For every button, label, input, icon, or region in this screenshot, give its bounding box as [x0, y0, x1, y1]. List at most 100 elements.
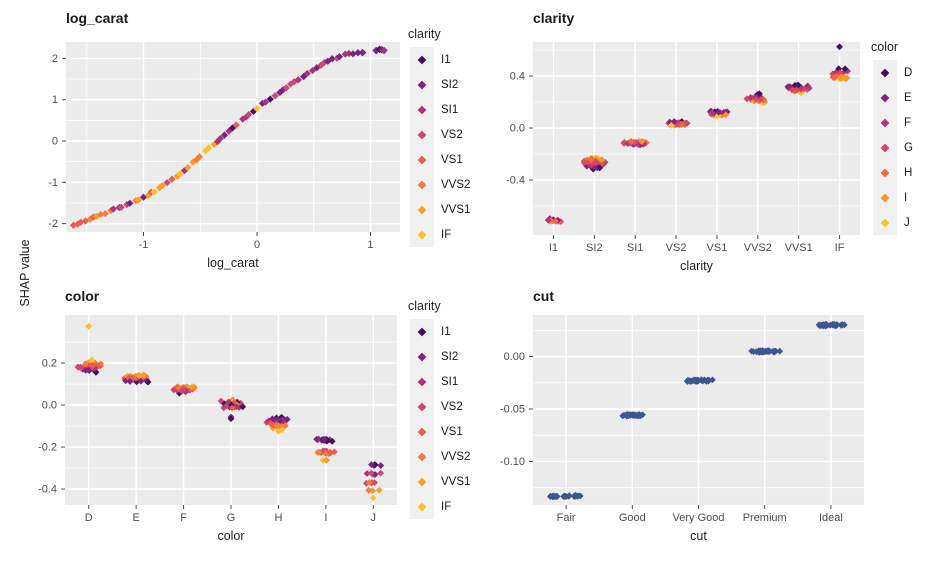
y-tick-label: 0.00	[504, 351, 525, 363]
x-tick-label: -1	[139, 239, 149, 251]
data-point	[759, 348, 767, 356]
data-point	[371, 461, 379, 469]
data-point	[805, 84, 813, 92]
x-tick-label: 0	[254, 239, 260, 251]
y-tick-label: -0.4	[506, 175, 525, 187]
data-point	[85, 322, 93, 330]
data-point	[182, 387, 189, 394]
data-point	[180, 166, 189, 175]
legend-key-diamond-icon	[873, 185, 897, 210]
axes: 0.2 0.0 -0.2 -0.4 D E F G H I J	[38, 358, 376, 524]
data-point	[276, 421, 284, 429]
data-point	[692, 377, 700, 385]
legend-item-vvs1: VVS1	[410, 469, 470, 494]
data-point	[635, 140, 643, 148]
data-point	[220, 131, 229, 139]
x-tick-label: F	[180, 512, 187, 524]
data-point	[365, 486, 373, 494]
legend-item-if: IF	[410, 494, 470, 519]
legend-label: E	[904, 91, 912, 104]
x-axis-title-clarity: clarity	[680, 259, 713, 273]
data-point	[709, 109, 716, 117]
data-point	[84, 359, 92, 367]
data-point	[803, 86, 811, 93]
data-point	[163, 178, 171, 187]
data-point	[714, 112, 722, 119]
legend-key-diamond-icon	[410, 444, 434, 469]
data-point	[673, 120, 681, 128]
legend-label: J	[904, 216, 910, 229]
data-point	[276, 417, 284, 425]
data-point	[832, 322, 840, 330]
x-tick-label: 1	[367, 239, 373, 251]
legend-item-if: IF	[410, 222, 470, 247]
points-layer	[74, 322, 385, 502]
legend-key-diamond-icon	[410, 72, 434, 97]
data-point	[666, 118, 674, 126]
legend-key-diamond-icon	[410, 147, 434, 172]
data-point	[709, 376, 716, 384]
legend-title: clarity	[408, 27, 441, 41]
y-tick-label: 0	[52, 136, 58, 148]
y-tick-label: -0.05	[500, 404, 525, 416]
legend-item-vs2: VS2	[410, 394, 470, 419]
data-point	[176, 170, 184, 178]
legend-title: clarity	[408, 299, 441, 313]
data-point	[668, 121, 675, 129]
data-point	[74, 363, 82, 371]
data-point	[375, 486, 383, 494]
legend-keys: I1 SI2 SI1 VS2 VS1 VVS2 VVS1 IF	[410, 319, 470, 519]
data-point	[109, 205, 117, 213]
x-tick-label: H	[274, 512, 282, 524]
data-point	[715, 108, 723, 116]
legend-label: SI1	[441, 103, 459, 116]
data-point	[283, 415, 291, 423]
data-point	[367, 469, 375, 477]
data-point	[173, 172, 181, 180]
x-tick-label: VVS2	[744, 242, 772, 254]
legend-item-i1: I1	[410, 319, 470, 344]
legend-clarity-bottom: clarity I1 SI2 SI1 VS2 VS1 VVS2 VVS1 IF	[407, 299, 470, 519]
data-point	[345, 49, 353, 58]
legend-key-diamond-icon	[873, 160, 897, 185]
y-tick-label: 0.0	[510, 123, 525, 135]
legend-item-vs1: VS1	[410, 419, 470, 444]
legend-title: color	[871, 40, 899, 54]
x-tick-label: I	[324, 512, 327, 524]
data-point	[837, 73, 845, 81]
axes: 2 1 0 -1 -2 -1 0 1	[48, 53, 373, 251]
data-point	[230, 399, 238, 407]
plot-area-color: 0.2 0.0 -0.2 -0.4 D E F G H I J	[38, 315, 397, 524]
legend-item-h: H	[873, 160, 913, 185]
data-point	[184, 163, 192, 172]
legend-key-diamond-icon	[410, 197, 434, 222]
data-point	[314, 449, 322, 456]
data-point	[620, 411, 628, 419]
data-point	[216, 134, 224, 143]
x-axis-title-log-carat: log_carat	[207, 256, 259, 270]
legend-item-si1: SI1	[410, 369, 470, 394]
points-layer	[69, 45, 388, 229]
gridlines	[533, 42, 860, 235]
data-point	[791, 81, 799, 89]
points-layer	[547, 320, 848, 501]
y-tick-label: -0.2	[38, 442, 57, 454]
data-point	[830, 74, 838, 82]
legend-key-diamond-icon	[410, 469, 434, 494]
y-tick-label: -1	[48, 177, 58, 189]
points-layer	[544, 43, 851, 225]
legend-label: G	[904, 141, 913, 154]
data-point	[245, 110, 253, 119]
data-point	[640, 140, 648, 147]
data-point	[175, 389, 183, 397]
data-point	[639, 411, 646, 419]
legend-item-f: F	[873, 110, 913, 135]
x-tick-label: D	[85, 512, 93, 524]
data-point	[630, 139, 638, 147]
legend-item-vvs1: VVS1	[410, 197, 470, 222]
data-point	[380, 46, 388, 55]
data-point	[804, 82, 812, 90]
data-point	[137, 377, 145, 385]
